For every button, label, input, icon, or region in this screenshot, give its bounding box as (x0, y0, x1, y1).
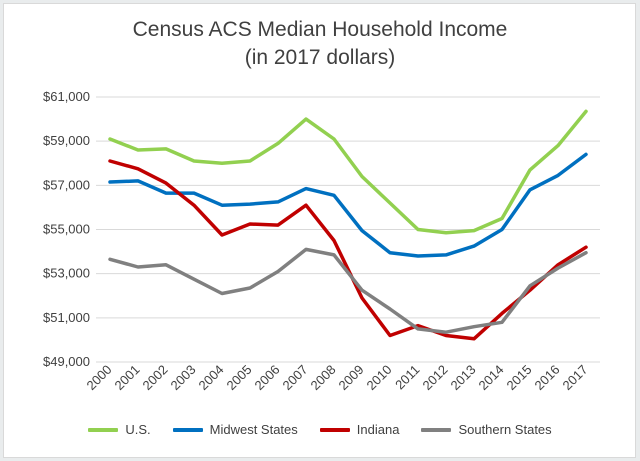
x-tick-label: 2002 (139, 362, 170, 393)
x-tick-label: 2012 (419, 362, 450, 393)
x-tick-label: 2013 (447, 362, 478, 393)
x-tick-label: 2007 (279, 362, 310, 393)
x-tick-label: 2005 (223, 362, 254, 393)
legend-swatch (88, 427, 119, 432)
x-tick-label: 2003 (167, 362, 198, 393)
chart-frame (3, 3, 636, 458)
series-line-u-s (108, 109, 588, 235)
chart-subtitle: (in 2017 dollars) (244, 46, 396, 69)
x-tick-label: 2014 (475, 362, 506, 393)
x-tick-label: 2010 (363, 362, 394, 393)
x-tick-label: 2011 (392, 362, 422, 392)
chart-legend: U.S. Midwest States Indiana Southern States (0, 422, 640, 437)
x-tick-label: 2009 (335, 362, 366, 393)
legend-label: Southern States (458, 422, 552, 437)
series-line-indiana (108, 159, 588, 341)
x-tick-label: 2015 (503, 362, 534, 393)
y-tick-label: $59,000 (43, 133, 90, 148)
y-tick-label: $55,000 (43, 222, 90, 237)
series-line-midwest-states (108, 152, 588, 258)
y-tick-label: $51,000 (43, 310, 90, 325)
y-tick-label: $61,000 (43, 89, 90, 104)
y-tick-label: $57,000 (43, 177, 90, 192)
x-tick-label: 2008 (307, 362, 338, 393)
x-tick-label: 2006 (251, 362, 282, 393)
y-tick-label: $49,000 (43, 354, 90, 369)
legend-item-southern-states: Southern States (421, 422, 552, 437)
x-tick-label: 2016 (531, 362, 562, 393)
legend-item-midwest-states: Midwest States (172, 422, 298, 437)
legend-label: Indiana (356, 422, 400, 437)
legend-item-u-s: U.S. (88, 422, 151, 437)
chart-title: Census ACS Median Household Income (132, 18, 508, 41)
legend-swatch (421, 427, 452, 432)
series-line-southern-states (108, 247, 588, 334)
y-tick-label: $53,000 (43, 266, 90, 281)
x-tick-label: 2004 (195, 362, 226, 393)
legend-item-indiana: Indiana (319, 422, 400, 437)
x-tick-label: 2001 (111, 362, 142, 393)
legend-swatch (319, 427, 350, 432)
legend-label: U.S. (125, 422, 151, 437)
legend-label: Midwest States (209, 422, 298, 437)
x-tick-label: 2017 (559, 362, 590, 393)
legend-swatch (172, 427, 203, 432)
